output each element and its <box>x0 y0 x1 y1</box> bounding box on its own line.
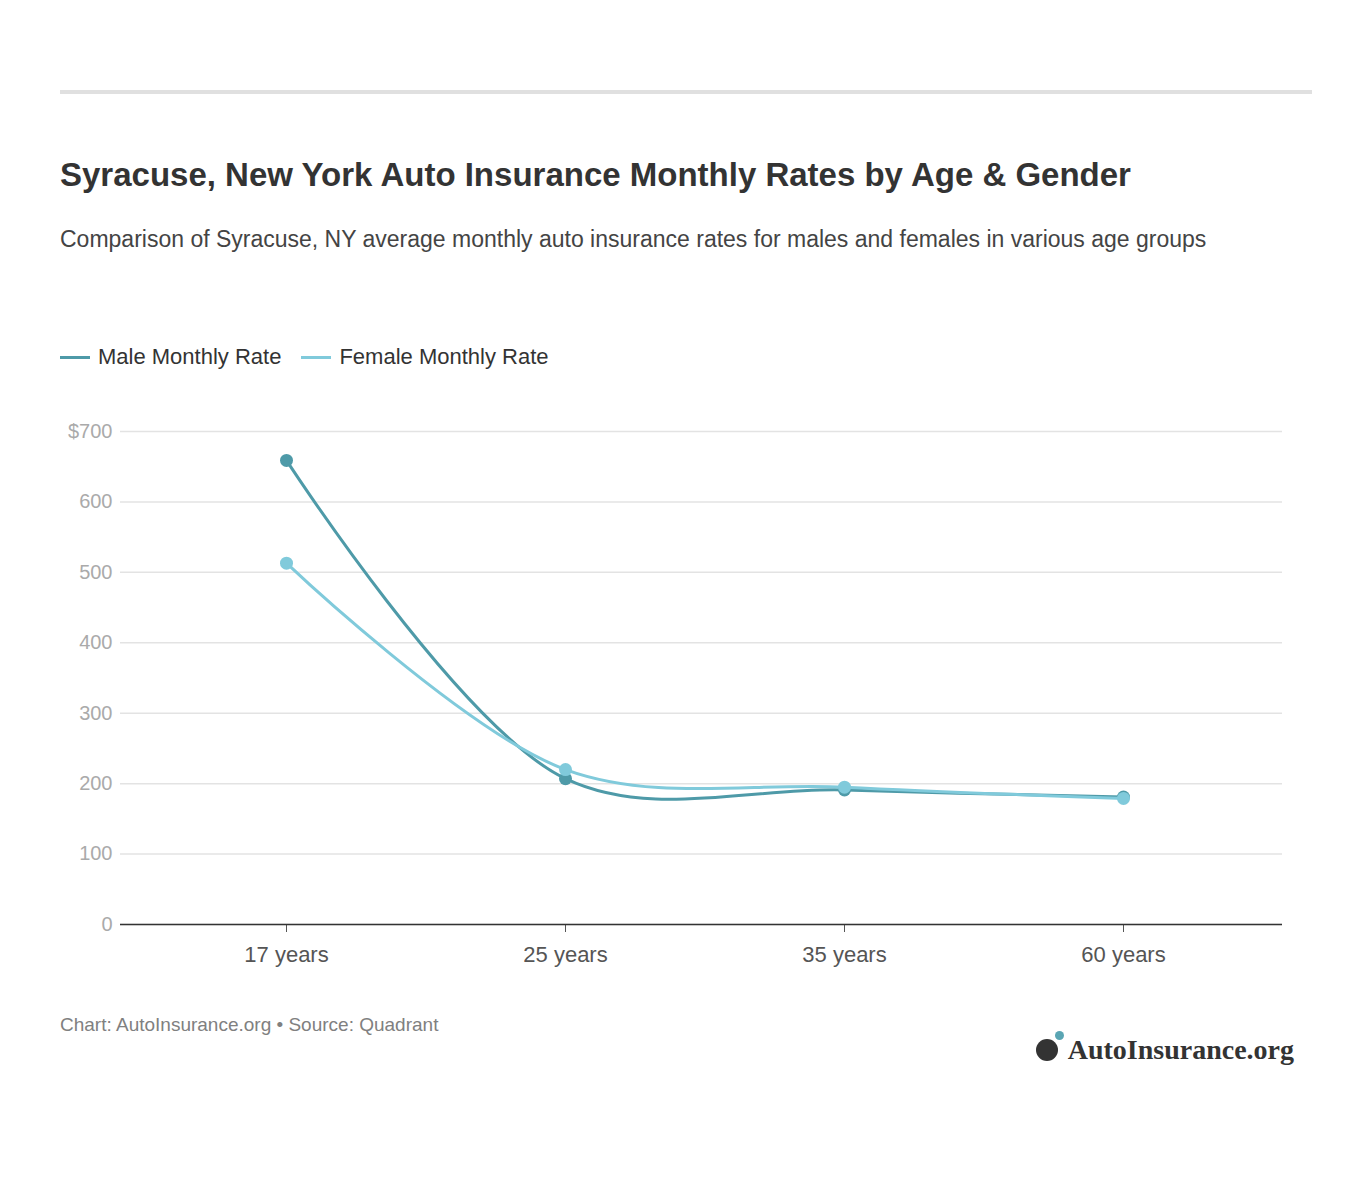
svg-text:25 years: 25 years <box>523 942 607 967</box>
svg-text:17 years: 17 years <box>244 942 328 967</box>
svg-text:200: 200 <box>79 772 112 794</box>
svg-text:300: 300 <box>79 702 112 724</box>
svg-text:400: 400 <box>79 631 112 653</box>
html-text:Male Monthly Rate: Male Monthly Rate <box>98 344 282 369</box>
html-text:Syracuse, New York Auto Insura: Syracuse, New York Auto Insurance Monthl… <box>60 156 1131 193</box>
svg-text:500: 500 <box>79 561 112 583</box>
svg-text:0: 0 <box>101 913 112 935</box>
html-text:Female Monthly Rate: Female Monthly Rate <box>339 344 549 369</box>
svg-text:600: 600 <box>79 490 112 512</box>
svg-text:60 years: 60 years <box>1081 942 1165 967</box>
svg-text:35 years: 35 years <box>802 942 886 967</box>
svg-text:$700: $700 <box>68 420 113 442</box>
html-text:AutoInsurance.org: AutoInsurance.org <box>1067 1034 1294 1065</box>
svg-text:100: 100 <box>79 842 112 864</box>
html-text:Comparison of Syracuse, NY ave: Comparison of Syracuse, NY average month… <box>60 226 1207 252</box>
html-text:Chart: AutoInsurance.org • Sou: Chart: AutoInsurance.org • Source: Quadr… <box>60 1014 439 1035</box>
